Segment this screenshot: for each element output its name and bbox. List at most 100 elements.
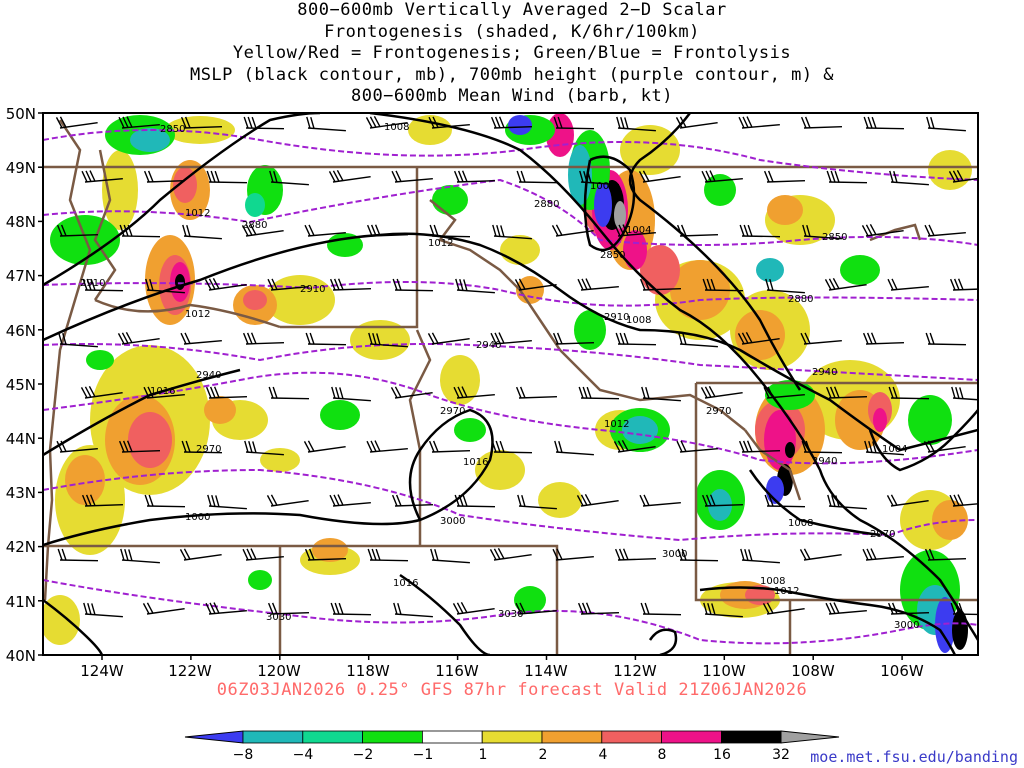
wind-barb xyxy=(951,386,978,402)
wind-barb xyxy=(81,494,124,507)
wind-barb xyxy=(366,440,408,453)
wind-barb xyxy=(304,548,347,561)
lon-label: 124W xyxy=(80,662,124,680)
wind-barb xyxy=(551,224,594,237)
colorbar-label: 8 xyxy=(658,747,667,763)
lat-label: 40N xyxy=(6,647,36,665)
mslp-label: 1004 xyxy=(626,225,651,236)
height-label: 2910 xyxy=(80,278,105,289)
wind-barb xyxy=(826,170,868,184)
wind-barb xyxy=(205,602,247,615)
wind-barb xyxy=(205,386,248,399)
wind-barb xyxy=(328,169,371,183)
title-line-1: 800−600mb Vertically Averaged 2−D Scalar xyxy=(297,0,727,20)
wind-barb xyxy=(455,278,495,294)
wind-barb xyxy=(639,278,682,291)
wind-barb xyxy=(83,602,123,618)
wind-barb xyxy=(429,224,471,238)
wind-barb xyxy=(554,440,594,456)
wind-barb xyxy=(304,224,346,237)
wind-barb xyxy=(639,494,681,507)
wind-barb xyxy=(306,116,346,132)
wind-barb xyxy=(516,170,558,184)
wind-barb xyxy=(638,170,681,183)
wind-barb xyxy=(266,494,309,507)
colorbar-label: −1 xyxy=(413,747,434,763)
wind-barb xyxy=(701,170,743,183)
wind-barb xyxy=(738,116,780,129)
map-title: 800−600mb Vertically Averaged 2−D Scalar… xyxy=(0,0,1024,108)
mslp-label: 1012 xyxy=(604,419,629,430)
wind-barb xyxy=(801,440,843,454)
wind-barb xyxy=(765,278,805,294)
height-label: 2880 xyxy=(788,294,813,305)
mslp-label: 1008 xyxy=(384,122,409,133)
wind-barb xyxy=(367,548,409,562)
lon-label: 110W xyxy=(702,662,746,680)
wind-barb xyxy=(737,331,780,345)
wind-barb xyxy=(330,602,372,616)
wind-barb xyxy=(577,602,620,615)
wind-barb xyxy=(390,386,433,399)
wind-barb xyxy=(180,116,223,129)
height-label: 2850 xyxy=(600,250,625,261)
wind-barb xyxy=(56,440,98,453)
wind-barb xyxy=(329,278,372,291)
wind-barb xyxy=(244,440,284,456)
wind-barb xyxy=(365,115,408,129)
wind-barb xyxy=(703,602,743,618)
lat-label: 42N xyxy=(6,538,36,556)
wind-barb xyxy=(701,494,744,507)
wind-barb xyxy=(391,170,433,183)
wind-barb xyxy=(888,386,930,400)
wind-barb xyxy=(82,278,124,292)
wind-barb xyxy=(552,332,595,345)
wind-barb xyxy=(267,602,310,615)
lat-label: 41N xyxy=(6,593,36,611)
wind-barb xyxy=(762,602,805,615)
wind-barb xyxy=(57,548,99,562)
lon-label: 108W xyxy=(791,662,835,680)
credit-url[interactable]: moe.met.fsu.edu/banding xyxy=(810,748,1018,766)
wind-barb xyxy=(802,224,842,240)
wind-barb xyxy=(453,170,496,183)
mslp-label: 1012 xyxy=(185,309,210,320)
colorbar-swatch xyxy=(302,730,363,744)
colorbar-label: 4 xyxy=(599,747,608,763)
colorbar-swatch xyxy=(242,730,304,744)
forecast-valid-time: 06Z03JAN2026 0.25° GFS 87hr forecast Val… xyxy=(216,680,808,700)
wind-barb xyxy=(640,602,682,616)
lat-label: 48N xyxy=(6,213,36,231)
lon-label: 118W xyxy=(346,662,390,680)
wind-barb xyxy=(763,386,805,399)
colorbar-swatch xyxy=(421,730,483,744)
height-label: 3030 xyxy=(498,609,523,620)
wind-barb xyxy=(615,332,657,346)
wind-barb xyxy=(800,116,843,129)
wind-barb xyxy=(204,277,247,291)
wind-barb xyxy=(427,332,470,345)
wind-barb xyxy=(616,116,656,132)
colorbar-swatch xyxy=(362,730,423,744)
wind-barb xyxy=(329,494,371,507)
wind-barb xyxy=(676,224,719,237)
wind-barb xyxy=(366,224,409,237)
lat-label: 47N xyxy=(6,267,36,285)
wind-barb xyxy=(144,494,186,508)
mslp-label: 1000 xyxy=(185,512,210,523)
wind-barb xyxy=(827,494,867,510)
height-label: 2940 xyxy=(812,456,837,467)
wind-barb xyxy=(120,548,160,564)
wind-barb xyxy=(207,494,247,510)
wind-barb xyxy=(949,278,978,291)
wind-barb xyxy=(267,278,309,291)
wind-barb xyxy=(677,548,719,562)
wind-barb xyxy=(799,548,842,561)
wind-barb xyxy=(454,494,496,508)
wind-barb xyxy=(268,386,310,400)
mslp-label: 1016 xyxy=(393,578,418,589)
wind-barb xyxy=(924,224,966,237)
wind-barb xyxy=(863,116,905,130)
colorbar-left-arrow xyxy=(184,730,244,744)
contour-labels: 1008 1012 1016 1000 1004 1012 1008 1016 … xyxy=(80,122,919,631)
